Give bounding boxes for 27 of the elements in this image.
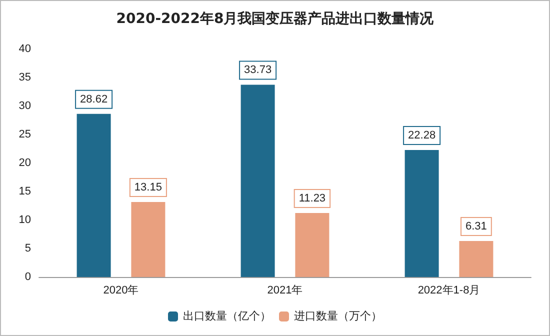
bar xyxy=(76,114,111,277)
y-tick-label: 0 xyxy=(24,271,31,283)
x-tick-label: 2020年 xyxy=(103,284,139,296)
data-label: 13.15 xyxy=(134,182,162,194)
legend-label: 出口数量（亿个） xyxy=(183,310,271,322)
bar xyxy=(404,150,439,277)
chart-title: 2020-2022年8月我国变压器产品进出口数量情况 xyxy=(116,10,435,27)
x-tick-label: 2022年1-8月 xyxy=(418,284,480,296)
data-label: 28.62 xyxy=(80,93,108,106)
data-label: 6.31 xyxy=(465,220,487,233)
bar xyxy=(131,202,166,277)
y-tick-label: 25 xyxy=(18,128,31,140)
bar xyxy=(459,241,494,277)
y-tick-label: 15 xyxy=(18,186,31,198)
y-tick-label: 35 xyxy=(18,72,31,84)
data-label: 33.73 xyxy=(244,64,272,76)
y-tick-label: 30 xyxy=(18,100,31,112)
bar xyxy=(240,84,275,277)
legend-label: 进口数量（万个） xyxy=(294,310,382,322)
y-tick-label: 10 xyxy=(18,214,31,226)
data-label: 11.23 xyxy=(298,192,326,204)
y-tick-label: 40 xyxy=(18,43,31,55)
y-tick-label: 20 xyxy=(18,157,31,169)
bar xyxy=(295,212,330,277)
y-tick-label: 5 xyxy=(24,242,31,254)
x-tick-label: 2021年 xyxy=(267,284,303,296)
data-label: 22.28 xyxy=(408,130,436,142)
